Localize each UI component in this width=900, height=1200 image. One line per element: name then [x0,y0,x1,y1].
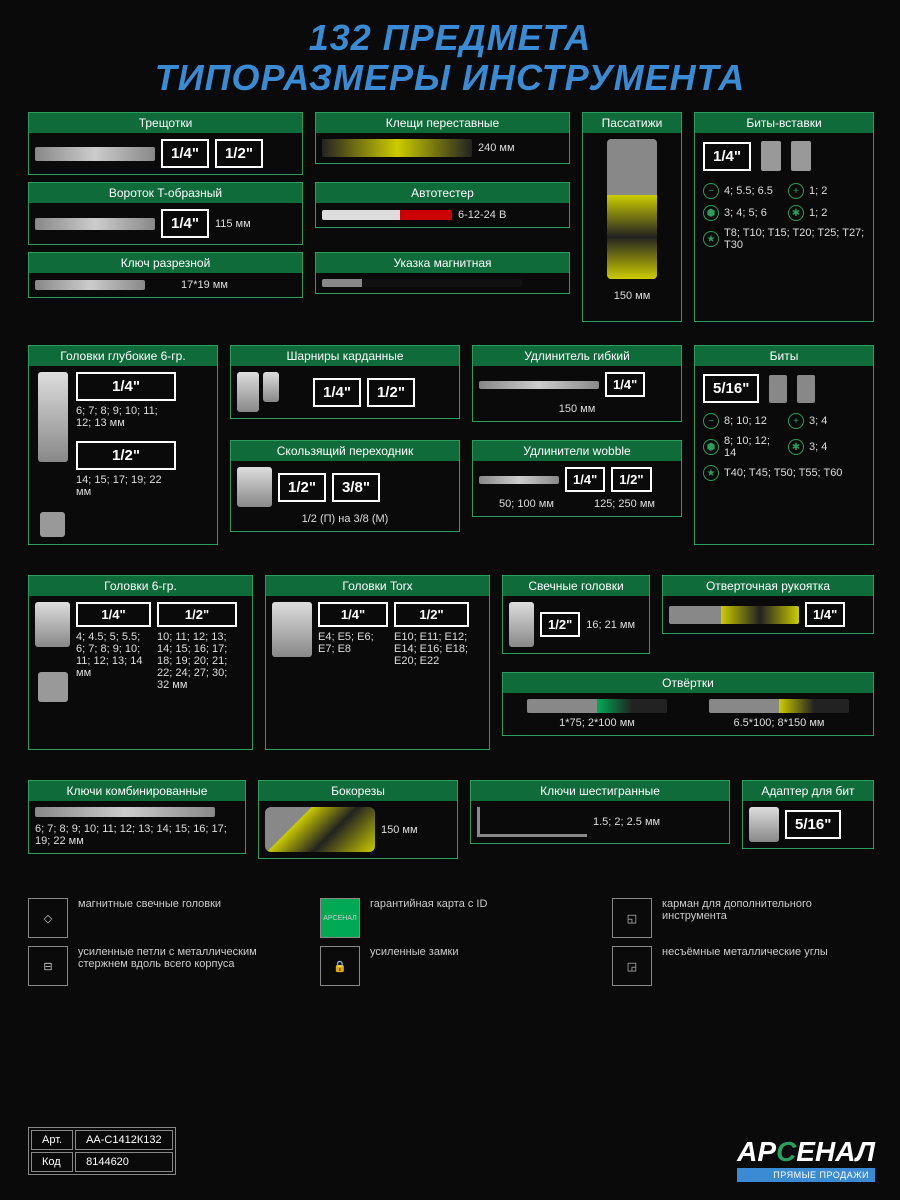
card-sd-handle: Отверточная рукоятка 1/4" [662,575,874,634]
card-combo: Ключи комбинированные 6; 7; 8; 9; 10; 11… [28,780,246,854]
corner-icon: ◲ [612,946,652,986]
torx-icon: ★ [703,231,719,247]
card-pliers-adj: Клещи переставные 240 мм [315,112,570,164]
card-magnet: Указка магнитная [315,252,570,294]
card-ujoints: Шарниры карданные 1/4" 1/2" [230,345,460,419]
card-bits: Биты 5/16" −8; 10; 12 +3; 4 ⬢8; 10; 12; … [694,345,874,545]
magnet-icon: ◇ [28,898,68,938]
card-bit-adapter: Адаптер для бит 5/16" [742,780,874,849]
card-ratchets: Трещотки 1/4" 1/2" [28,112,303,175]
pocket-icon: ◱ [612,898,652,938]
card-tbar: Вороток T-образный 1/4" 115 мм [28,182,303,245]
hinge-icon: ⊟ [28,946,68,986]
slot-icon: − [703,183,719,199]
hex-icon: ⬢ [703,205,719,221]
card-flare: Ключ разрезной 17*19 мм [28,252,303,298]
footer-table: Арт.АА-С1412К132 Код8144620 [28,1127,176,1175]
card-hex: Ключи шестигранные 1.5; 2; 2.5 мм [470,780,730,844]
lock-icon: 🔒 [320,946,360,986]
card-flex-ext: Удлинитель гибкий 1/4" 150 мм [472,345,682,422]
card-sockets6: Головки 6-гр. 1/4" 4; 4.5; 5; 5.5; 6; 7;… [28,575,253,750]
phillips-icon: + [788,183,804,199]
card-deep-sockets: Головки глубокие 6-гр. 1/4" 6; 7; 8; 9; … [28,345,218,545]
card-adapter: Скользящий переходник 1/2" 3/8" 1/2 (П) … [230,440,460,532]
main-title: 132 ПРЕДМЕТА ТИПОРАЗМЕРЫ ИНСТРУМЕНТА [0,0,900,109]
card-wobble: Удлинители wobble 1/4" 1/2" 50; 100 мм 1… [472,440,682,517]
card-screwdrivers: Отвёртки 1*75; 2*100 мм 6.5*100; 8*150 м… [502,672,874,736]
card-torx: Головки Torx 1/4" E4; E5; E6; E7; E8 1/2… [265,575,490,750]
card-icon: АРСЕНАЛ [320,898,360,938]
card-cutters: Бокорезы 150 мм [258,780,458,859]
pz-icon: ✱ [788,205,804,221]
features: ◇магнитные свечные головки ⊟усиленные пе… [28,890,874,994]
brand-logo: АРСЕНАЛ ПРЯМЫЕ ПРОДАЖИ [737,1136,875,1182]
card-tester: Автотестер 6-12-24 В [315,182,570,228]
card-pliers: Пассатижи 150 мм [582,112,682,322]
card-spark: Свечные головки 1/2" 16; 21 мм [502,575,650,654]
card-bits-insert: Биты-вставки 1/4" −4; 5.5; 6.5 +1; 2 ⬢3;… [694,112,874,322]
